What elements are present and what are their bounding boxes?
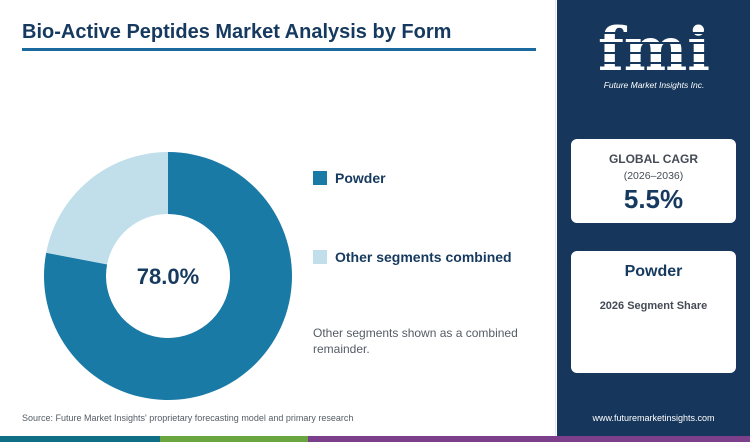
source-text: Source: Future Market Insights' propriet…: [22, 413, 354, 423]
logo-letters: fmi: [598, 15, 710, 85]
bottom-bar-segment: [160, 436, 308, 442]
website-link[interactable]: www.futuremarketinsights.com: [592, 413, 715, 423]
legend-label-other-segments: Other segments combined: [335, 249, 512, 265]
bottom-bar-segment: [308, 436, 750, 442]
fmi-logo-icon: fmi: [584, 15, 724, 85]
donut-center-label: 78.0%: [137, 264, 199, 289]
main-panel: Bio-Active Peptides Market Analysis by F…: [22, 0, 556, 442]
cagr-range: (2026–2036): [623, 170, 684, 182]
logo-subtext: Future Market Insights Inc.: [603, 80, 705, 90]
legend-item-other-segments: Other segments combined: [313, 249, 512, 265]
chart-note: Other segments shown as a combined remai…: [313, 326, 518, 356]
legend-item-powder: Powder: [313, 170, 386, 186]
legend-label-powder: Powder: [335, 170, 386, 186]
page-title: Bio-Active Peptides Market Analysis by F…: [22, 21, 452, 43]
title-underline: [22, 48, 536, 51]
bottom-color-bar: [0, 436, 750, 442]
donut-slice-other-segments: [46, 152, 168, 265]
segment-name: Powder: [624, 263, 683, 280]
segment-caption: 2026 Segment Share: [599, 300, 708, 312]
legend-swatch-powder: [313, 171, 327, 185]
cagr-card: GLOBAL CAGR (2026–2036) 5.5%: [571, 139, 736, 223]
donut-chart: 78.0%: [43, 152, 292, 401]
legend-swatch-other-segments: [313, 250, 327, 264]
cagr-value: 5.5%: [623, 184, 684, 214]
cagr-label: GLOBAL CAGR: [608, 152, 699, 166]
donut-slice-powder: [43, 152, 292, 401]
bottom-bar-segment: [0, 436, 160, 442]
segment-card: Powder 2026 Segment Share: [571, 251, 736, 373]
